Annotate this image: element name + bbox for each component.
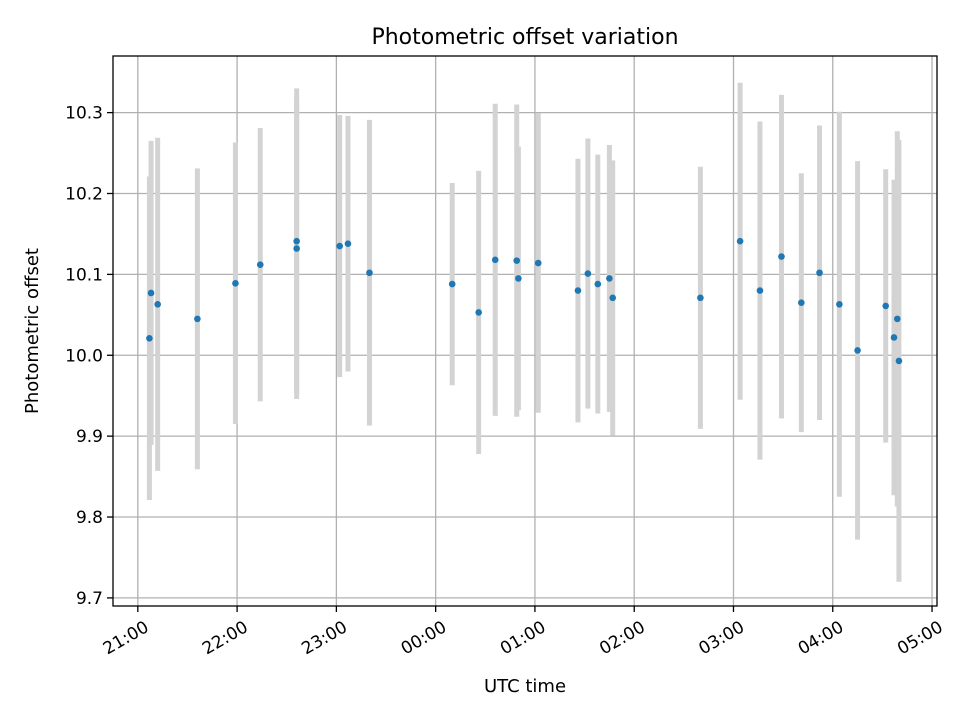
data-points: [146, 237, 903, 365]
data-point: [890, 334, 898, 341]
y-tick-label: 10.1: [65, 265, 103, 285]
y-tick-label: 9.8: [76, 508, 103, 528]
data-point: [574, 287, 582, 294]
chart-title: Photometric offset variation: [371, 25, 678, 50]
y-tick-label: 10.3: [65, 104, 103, 124]
data-point: [882, 302, 890, 310]
data-point: [893, 315, 901, 323]
y-axis-label: Photometric offset: [22, 248, 43, 414]
data-point: [816, 269, 823, 277]
data-point: [513, 257, 521, 264]
data-point: [256, 261, 264, 268]
x-tick-label: 01:00: [497, 617, 549, 659]
error-bars: [146, 82, 902, 582]
data-point: [584, 270, 592, 277]
data-point: [336, 242, 343, 250]
data-point: [448, 280, 456, 288]
x-axis-label: UTC time: [484, 676, 566, 697]
data-point: [475, 309, 482, 316]
data-point: [594, 280, 602, 288]
data-point: [609, 294, 616, 302]
data-point: [154, 301, 161, 308]
data-point: [606, 275, 613, 282]
x-tick-label: 23:00: [298, 617, 350, 659]
data-point: [366, 269, 373, 277]
x-tick-label: 05:00: [894, 617, 946, 659]
x-tick-label: 03:00: [696, 617, 748, 659]
data-point: [697, 294, 704, 302]
data-point: [895, 357, 903, 365]
x-tick-label: 22:00: [199, 617, 251, 659]
data-point: [756, 287, 764, 294]
y-tick-label: 10.0: [65, 346, 103, 366]
data-point: [232, 279, 239, 287]
y-tick-label: 9.9: [76, 427, 103, 447]
y-tick-label: 9.7: [76, 589, 103, 609]
data-point: [293, 237, 300, 245]
plot-frame: [112, 55, 938, 607]
y-tick-label: 10.2: [65, 185, 103, 205]
data-point: [293, 245, 300, 252]
data-point: [736, 237, 744, 245]
data-point: [194, 315, 201, 323]
data-point: [515, 275, 522, 282]
data-point: [534, 259, 542, 267]
x-tick-label: 04:00: [795, 617, 847, 659]
data-point: [344, 240, 352, 247]
data-point: [146, 334, 153, 342]
data-point: [798, 299, 805, 306]
data-point: [836, 301, 843, 308]
data-point: [854, 347, 861, 354]
x-tick-label: 21:00: [100, 617, 152, 659]
x-tick-label: 02:00: [596, 617, 648, 659]
x-tick-label: 00:00: [398, 617, 450, 659]
data-point: [778, 253, 785, 260]
data-point: [147, 289, 155, 297]
data-point: [491, 256, 499, 264]
